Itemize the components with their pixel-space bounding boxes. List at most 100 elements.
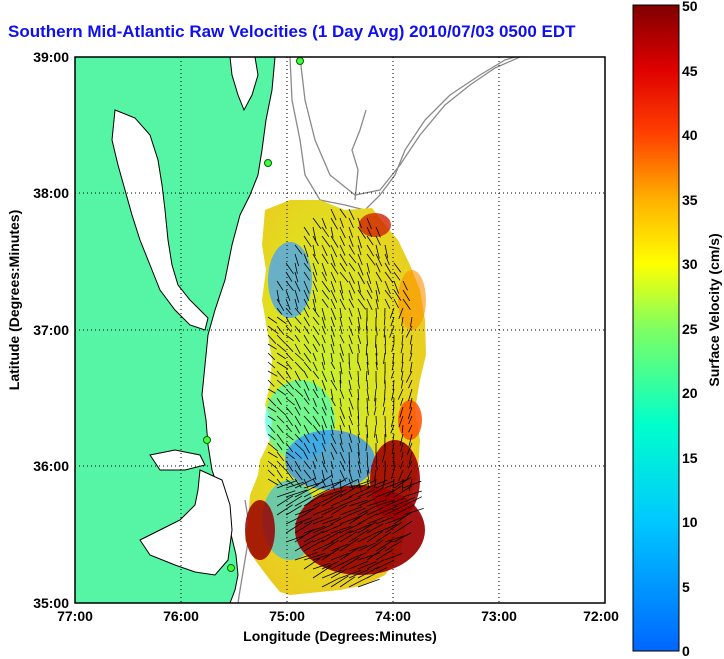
velocity-arrow	[374, 424, 377, 438]
velocity-arrow	[285, 424, 293, 433]
velocity-arrow	[276, 334, 286, 345]
velocity-arrow	[303, 298, 310, 310]
velocity-arrow	[357, 442, 360, 456]
velocity-arrow	[408, 415, 413, 425]
velocity-arrow	[393, 511, 413, 525]
velocity-arrow	[330, 370, 335, 383]
velocity-arrow	[339, 556, 361, 570]
velocity-arrow	[285, 298, 291, 310]
velocity-arrow	[267, 379, 275, 387]
velocity-arrow	[405, 325, 413, 338]
velocity-arrow	[357, 298, 367, 310]
velocity-arrow	[391, 442, 395, 455]
velocity-arrow	[267, 478, 279, 486]
velocity-arrow	[276, 460, 287, 471]
velocity-arrow	[393, 520, 413, 534]
velocity-arrow	[348, 576, 370, 588]
velocity-arrow	[303, 271, 310, 281]
velocity-arrow	[375, 289, 379, 302]
velocity-arrow	[401, 379, 404, 389]
velocity-arrow	[375, 235, 381, 246]
colorbar-tick-label: 20	[682, 385, 698, 401]
velocity-arrow	[366, 540, 384, 552]
velocity-arrow	[402, 289, 411, 302]
velocity-arrow	[312, 451, 318, 462]
colorbar-tick-label: 50	[682, 0, 698, 14]
velocity-arrow	[384, 244, 389, 259]
velocity-arrow	[357, 262, 364, 276]
velocity-arrow	[267, 325, 279, 335]
velocity-arrow	[330, 543, 349, 552]
velocity-arrow	[357, 561, 377, 570]
velocity-arrow	[276, 424, 284, 434]
velocity-arrow	[393, 497, 416, 507]
velocity-arrow	[321, 530, 341, 543]
velocity-arrow	[294, 388, 304, 397]
x-tick-label: 72:00	[583, 608, 619, 624]
velocity-arrow	[393, 532, 412, 543]
y-axis-ticks: 39:00 38:00 37:00 36:00 35:00	[33, 49, 69, 611]
velocity-arrow	[384, 334, 386, 345]
velocity-arrow	[330, 226, 334, 238]
velocity-arrow	[391, 361, 395, 371]
velocity-arrow	[294, 508, 313, 516]
velocity-arrow	[366, 271, 372, 285]
velocity-arrow	[375, 253, 383, 267]
velocity-arrow	[383, 325, 386, 338]
velocity-arrow	[330, 352, 333, 363]
velocity-arrow	[330, 379, 338, 391]
velocity-arrow	[339, 442, 344, 453]
velocity-arrow	[303, 316, 310, 327]
velocity-arrow	[366, 523, 384, 534]
velocity-arrow	[348, 280, 356, 294]
velocity-arrow	[312, 352, 317, 361]
velocity-arrow	[303, 516, 324, 525]
velocity-arrow	[348, 529, 369, 543]
velocity-arrow	[267, 316, 278, 324]
velocity-arrow	[312, 506, 334, 516]
velocity-arrow	[392, 478, 395, 489]
velocity-arrow	[348, 298, 355, 308]
velocity-arrow	[339, 298, 346, 310]
velocity-arrow	[357, 235, 362, 249]
velocity-arrow	[357, 415, 360, 426]
velocity-arrow	[330, 525, 352, 534]
velocity-arrow	[375, 352, 378, 365]
velocity-arrow	[339, 460, 346, 471]
velocity-arrow	[375, 451, 378, 463]
velocity-arrow	[312, 516, 334, 525]
velocity-arrow	[303, 352, 311, 363]
velocity-arrow	[294, 433, 303, 443]
velocity-arrow	[294, 406, 301, 416]
velocity-arrow	[267, 460, 278, 470]
velocity-arrow	[398, 469, 404, 482]
velocity-arrow	[384, 424, 387, 438]
velocity-arrow	[357, 379, 360, 389]
velocity-arrow	[357, 244, 362, 256]
velocity-arrow	[400, 370, 404, 381]
velocity-arrow	[357, 469, 361, 478]
velocity-arrow	[303, 433, 310, 444]
velocity-arrow	[375, 523, 398, 534]
velocity-arrow	[348, 511, 369, 525]
velocity-arrow	[303, 361, 312, 372]
velocity-arrow	[294, 289, 300, 303]
velocity-arrow	[400, 343, 404, 354]
velocity-arrow	[321, 433, 326, 445]
velocity-arrow	[339, 433, 343, 445]
velocity-arrow	[339, 280, 344, 294]
velocity-arrow	[285, 289, 291, 302]
velocity-arrow	[348, 325, 354, 336]
velocity-arrow	[303, 530, 324, 543]
velocity-arrow	[339, 484, 360, 498]
velocity-arrow	[391, 343, 395, 353]
velocity-arrow	[366, 469, 370, 482]
velocity-arrow	[408, 451, 413, 465]
velocity-arrow	[330, 334, 335, 347]
velocity-arrow	[402, 298, 411, 310]
velocity-arrow	[375, 489, 395, 498]
velocity-arrow	[312, 496, 333, 507]
velocity-arrow	[348, 388, 353, 398]
velocity-arrow	[276, 298, 285, 311]
